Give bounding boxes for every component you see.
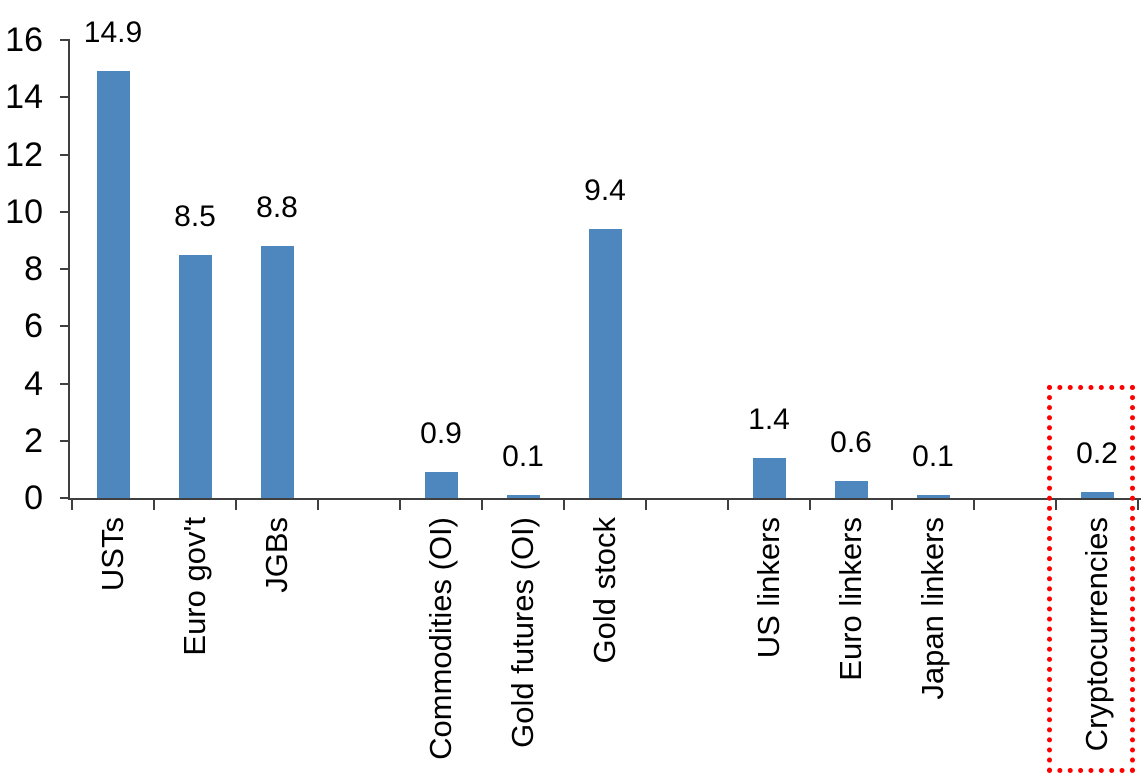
value-label-euro-gov-t: 8.5	[174, 200, 216, 233]
value-label-gold-stock: 9.4	[584, 174, 626, 207]
x-axis-tick	[563, 498, 565, 510]
y-axis-tick-label: 4	[24, 365, 43, 403]
category-label-slot: US linkers	[728, 517, 810, 658]
category-label-euro-gov-t: Euro gov't	[177, 517, 212, 656]
y-axis-line	[68, 40, 70, 500]
bar-gold-futures-oi	[506, 495, 540, 498]
value-label-usts: 14.9	[83, 16, 143, 49]
x-axis-tick	[153, 498, 155, 510]
y-axis-tick	[60, 96, 70, 98]
category-label-commodities-oi: Commodities (OI)	[423, 517, 458, 760]
category-label-us-linkers: US linkers	[751, 517, 786, 659]
x-axis-tick	[973, 498, 975, 510]
category-label-slot: Euro linkers	[810, 517, 892, 681]
category-label-jgbs: JGBs	[259, 517, 294, 593]
bar-us-linkers	[752, 458, 786, 498]
y-axis-tick-label: 12	[5, 136, 43, 174]
y-axis-tick	[60, 211, 70, 213]
y-axis-tick-label: 6	[24, 307, 43, 345]
y-axis-tick	[60, 39, 70, 41]
y-axis-tick-label: 16	[5, 21, 43, 59]
x-axis-tick	[1137, 498, 1139, 510]
y-axis-tick	[60, 497, 70, 499]
y-axis-tick-label: 0	[24, 479, 43, 517]
y-axis-tick	[60, 440, 70, 442]
bar-cryptocurrencies	[1080, 492, 1114, 498]
category-label-japan-linkers: Japan linkers	[915, 517, 950, 700]
value-label-gold-futures-oi: 0.1	[502, 440, 544, 473]
x-axis-tick	[1055, 498, 1057, 510]
value-label-us-linkers: 1.4	[748, 403, 790, 436]
x-axis-tick	[235, 498, 237, 510]
x-axis-tick	[71, 498, 73, 510]
value-label-jgbs: 8.8	[256, 191, 298, 224]
x-axis-tick	[399, 498, 401, 510]
category-label-slot: USTs	[72, 517, 154, 591]
y-axis-tick-label: 14	[5, 78, 43, 116]
x-axis-tick	[727, 498, 729, 510]
value-label-japan-linkers: 0.1	[912, 440, 954, 473]
x-axis-tick	[891, 498, 893, 510]
y-axis-tick	[60, 268, 70, 270]
y-axis-tick	[60, 383, 70, 385]
category-label-gold-futures-oi: Gold futures (OI)	[505, 517, 540, 748]
category-label-slot: Euro gov't	[154, 517, 236, 656]
y-axis-tick	[60, 154, 70, 156]
value-label-commodities-oi: 0.9	[420, 417, 462, 450]
category-label-slot: JGBs	[236, 517, 318, 593]
bar-usts	[96, 71, 130, 498]
x-axis-tick	[809, 498, 811, 510]
y-axis-tick-label: 8	[24, 250, 43, 288]
value-label-euro-linkers: 0.6	[830, 426, 872, 459]
bar-euro-linkers	[834, 481, 868, 498]
category-label-euro-linkers: Euro linkers	[833, 517, 868, 681]
category-label-usts: USTs	[95, 517, 130, 592]
bar-euro-gov-t	[178, 255, 212, 498]
category-label-slot: Gold futures (OI)	[482, 517, 564, 748]
category-label-slot: Commodities (OI)	[400, 517, 482, 760]
bar-jgbs	[260, 246, 294, 498]
highlight-box-cryptocurrencies	[1047, 385, 1135, 773]
y-axis-tick-label: 2	[24, 422, 43, 460]
x-axis-tick	[481, 498, 483, 510]
y-axis-tick	[60, 325, 70, 327]
value-label-cryptocurrencies: 0.2	[1076, 437, 1118, 470]
x-axis-tick	[317, 498, 319, 510]
x-axis-tick	[645, 498, 647, 510]
bar-japan-linkers	[916, 495, 950, 498]
category-label-gold-stock: Gold stock	[587, 517, 622, 664]
category-label-slot: Gold stock	[564, 517, 646, 663]
bar-gold-stock	[588, 229, 622, 498]
bar-commodities-oi	[424, 472, 458, 498]
category-label-slot: Japan linkers	[892, 517, 974, 700]
x-axis-line	[68, 498, 1141, 500]
y-axis-tick-label: 10	[5, 193, 43, 231]
